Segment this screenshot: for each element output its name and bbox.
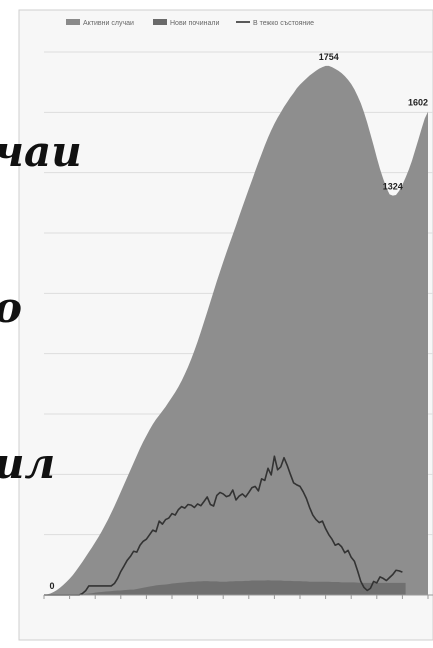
overlay-line-2: о	[0, 282, 82, 334]
legend-label: Активни случаи	[83, 20, 134, 27]
line-series-layer	[44, 455, 403, 596]
legend-label: Нови починали	[170, 20, 219, 27]
legend-label: В тежко състояние	[253, 20, 314, 27]
legend: Активни случаи Нови починали В тежко състо…	[66, 19, 314, 27]
overlay-line-3: ил	[0, 439, 56, 488]
legend-swatch	[66, 19, 80, 25]
area-series-2	[44, 580, 406, 595]
area-series-layer	[44, 65, 428, 595]
x-axis	[43, 594, 433, 599]
line-series-1	[44, 455, 403, 596]
annotation-label: 1324	[383, 182, 403, 192]
annotation-label: 1602	[408, 98, 428, 108]
annotation-label: 0	[49, 581, 54, 591]
area-series-0	[44, 65, 428, 595]
annotations: 1754 1602 1324 0	[49, 52, 428, 591]
overlay-line-1: чаи	[0, 127, 82, 176]
legend-swatch	[153, 19, 167, 25]
annotation-label: 1754	[319, 52, 339, 62]
overlay-text: чаи о ил	[0, 22, 82, 542]
